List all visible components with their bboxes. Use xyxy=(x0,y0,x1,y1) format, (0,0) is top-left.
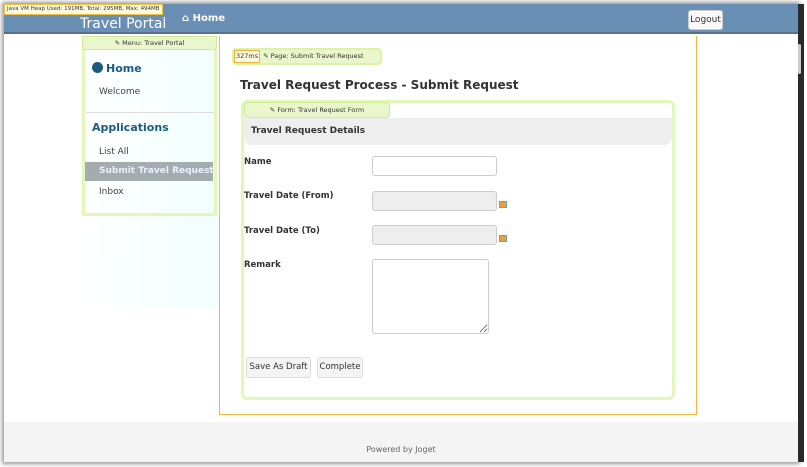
remark-textarea[interactable] xyxy=(372,259,489,334)
home-icon: ⌂ xyxy=(182,13,193,24)
logout-button[interactable]: Logout xyxy=(688,10,723,30)
brand-title[interactable]: Travel Portal xyxy=(80,16,167,32)
save-as-draft-button[interactable]: Save As Draft xyxy=(246,357,311,378)
menu-home[interactable]: Home xyxy=(92,62,142,75)
main-content xyxy=(219,36,697,415)
powered-by: Powered by Joget xyxy=(366,445,436,454)
menu-item-submit-travel-request[interactable]: Submit Travel Request xyxy=(85,162,213,181)
form-tag[interactable]: ✎ Form: Travel Request Form xyxy=(244,102,390,118)
edit-icon: ✎ xyxy=(114,39,123,47)
menu-tag[interactable]: ✎ Menu: Travel Portal xyxy=(82,36,217,50)
scrollbar-thumb[interactable] xyxy=(798,44,801,74)
date-from-input[interactable] xyxy=(372,191,497,211)
scrollbar[interactable] xyxy=(798,4,804,462)
heap-info: Java VM Heap Used: 191MB, Total: 295MB, … xyxy=(4,4,163,15)
menu-item-list-all[interactable]: List All xyxy=(99,147,129,157)
section-header: Travel Request Details xyxy=(244,118,672,145)
menu-item-welcome[interactable]: Welcome xyxy=(99,87,141,97)
page-tag[interactable]: 327ms ✎ Page: Submit Travel Request xyxy=(232,48,382,65)
remark-label: Remark xyxy=(244,260,281,270)
edit-icon: ✎ xyxy=(269,106,278,114)
menu-item-inbox[interactable]: Inbox xyxy=(99,187,124,197)
date-from-label: Travel Date (From) xyxy=(244,191,334,201)
calendar-icon[interactable] xyxy=(499,235,507,242)
page-title: Travel Request Process - Submit Request xyxy=(240,78,519,92)
home-circle-icon xyxy=(92,62,103,73)
top-bar: Travel Portal ⌂ Home Logout xyxy=(4,4,798,34)
browser-window: Travel Portal ⌂ Home Logout Java VM Heap… xyxy=(4,4,798,462)
date-to-input[interactable] xyxy=(372,225,497,245)
name-label: Name xyxy=(244,157,272,167)
form-highlight xyxy=(241,100,675,400)
timing-badge: 327ms xyxy=(234,50,261,63)
menu-divider xyxy=(86,112,214,113)
calendar-icon[interactable] xyxy=(499,201,507,208)
date-to-label: Travel Date (To) xyxy=(244,226,320,236)
footer xyxy=(4,422,798,462)
menu-applications-heading: Applications xyxy=(92,121,169,134)
nav-home[interactable]: ⌂ Home xyxy=(182,13,226,24)
complete-button[interactable]: Complete xyxy=(317,357,363,378)
name-input[interactable] xyxy=(372,156,497,176)
edit-icon: ✎ xyxy=(263,52,271,60)
